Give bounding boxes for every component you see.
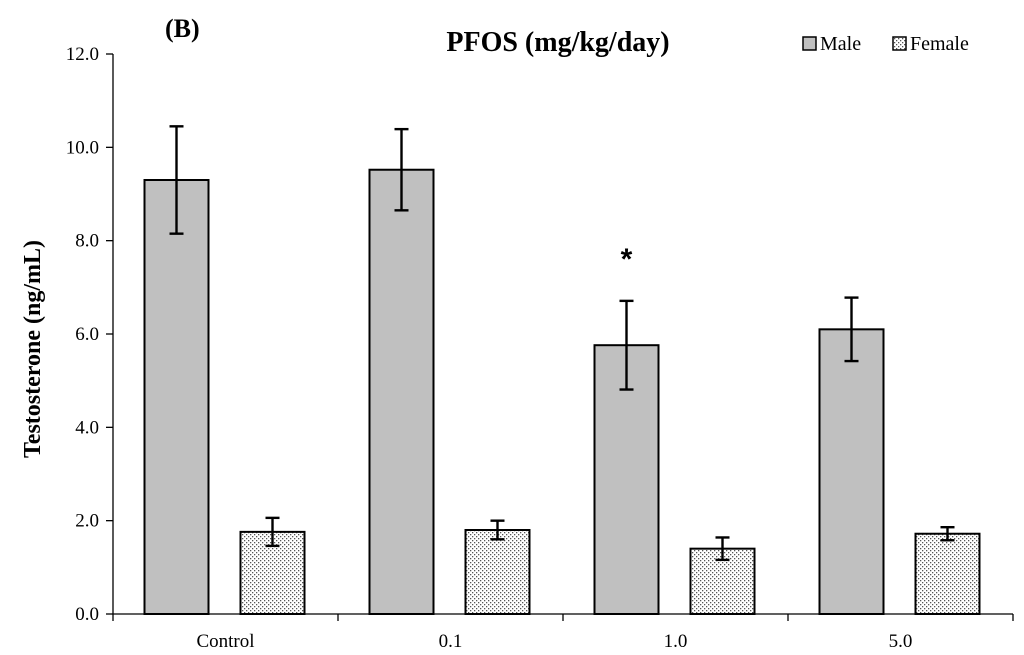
bar-female-3 — [914, 532, 981, 616]
bar-male-0 — [143, 179, 210, 615]
panel-label: (B) — [165, 14, 200, 43]
annotations: * — [621, 243, 633, 276]
y-tick-label: 0.0 — [75, 604, 99, 625]
x-tick-label: 1.0 — [664, 631, 688, 652]
bar-male-1 — [368, 168, 435, 615]
significance-asterisk: * — [621, 243, 633, 276]
y-tick-label: 8.0 — [75, 231, 99, 252]
legend: Male Female — [802, 33, 969, 55]
x-ticks: Control 0.1 1.0 5.0 — [112, 614, 1014, 652]
y-tick-label: 2.0 — [75, 511, 99, 532]
chart-title: PFOS (mg/kg/day) — [446, 27, 669, 58]
y-axis-title: Testosterone (ng/mL) — [20, 240, 46, 458]
x-tick-label: 0.1 — [439, 631, 463, 652]
y-ticks: 0.0 2.0 4.0 6.0 8.0 10.0 12.0 — [66, 44, 113, 625]
x-tick-label: 5.0 — [889, 631, 913, 652]
y-tick-label: 12.0 — [66, 44, 99, 65]
bar-female-1 — [464, 529, 531, 615]
x-tick-label: Control — [196, 631, 254, 652]
y-tick-label: 4.0 — [75, 417, 99, 438]
bars — [143, 125, 981, 616]
y-tick-label: 10.0 — [66, 137, 99, 158]
y-tick-label: 6.0 — [75, 324, 99, 345]
legend-swatch-male — [802, 36, 817, 51]
legend-label-male: Male — [820, 33, 861, 55]
legend-swatch-female — [892, 36, 907, 51]
bar-male-3 — [818, 328, 885, 615]
legend-label-female: Female — [910, 33, 969, 55]
